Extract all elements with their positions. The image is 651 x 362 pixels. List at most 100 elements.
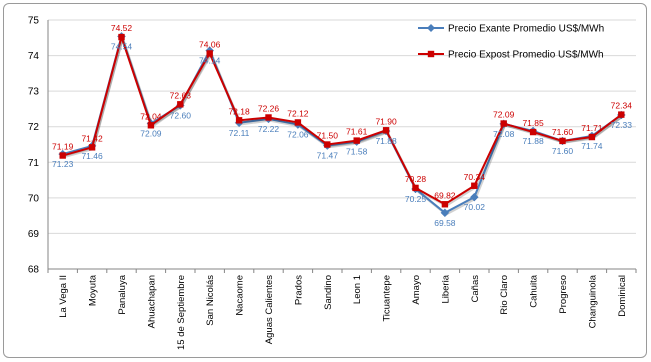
x-category-label: Ticuantepe [382,275,393,322]
x-category-label: Liberia [440,274,451,303]
data-label-expost: 72.18 [228,106,250,116]
square-marker [147,122,155,129]
data-label-exante: 72.08 [493,129,515,139]
data-label-exante: 72.06 [287,130,309,140]
data-label-expost: 74.06 [199,39,221,49]
data-label-expost: 74.52 [111,23,133,33]
square-marker [265,114,272,121]
data-label-exante: 71.23 [52,159,74,169]
data-label-exante: 71.88 [522,136,544,146]
data-label-expost: 71.60 [552,127,574,137]
series [58,32,626,218]
square-marker [441,201,449,208]
data-label-exante: 72.09 [140,129,162,139]
x-category-label: Ahuachapan [146,275,157,328]
square-marker [500,120,507,127]
x-category-label: Aguas Calientes [264,275,275,344]
x-category-label: Changuinola [587,274,598,328]
legend-square-marker [427,50,435,58]
square-marker [353,137,360,144]
square-marker [412,184,419,192]
x-category-label: Progreso [558,275,569,314]
square-marker [118,33,125,41]
data-label-expost: 72.04 [140,111,162,121]
square-marker [206,50,213,57]
square-marker [88,144,96,151]
data-label-exante: 71.46 [81,151,103,161]
data-label-expost: 72.26 [258,103,280,113]
data-label-expost: 71.90 [375,116,397,126]
y-tick-label: 69 [28,229,40,240]
x-category-label: Nacaome [235,275,246,316]
y-tick-label: 74 [28,51,40,62]
square-marker [559,137,566,145]
data-label-expost: 69.82 [434,190,456,200]
square-marker [294,119,302,126]
x-category-label: Moyuta [88,274,99,306]
y-tick-label: 72 [28,122,40,133]
data-label-expost: 70.34 [464,172,486,182]
y-tick-label: 70 [28,193,40,204]
x-category-label: 15 de Septiembre [176,275,187,350]
y-tick-label: 75 [28,16,40,27]
square-marker [235,117,243,124]
x-category-label: Prados [293,275,304,305]
y-tick-label: 71 [28,158,40,169]
chart-frame [3,3,647,358]
data-label-expost: 72.63 [170,90,192,100]
x-category-label: Dominical [617,275,628,317]
legend: Precio Exante Promedio US$/MWh Precio Exp… [418,24,604,61]
x-category-label: Leon 1 [352,275,363,304]
square-marker [177,101,184,108]
diamond-marker [440,208,450,218]
data-label-exante: 74.54 [111,41,133,51]
data-label-exante: 71.60 [552,146,574,156]
data-label-exante: 74.14 [199,56,221,66]
series-line [62,33,622,206]
data-label-exante: 72.33 [611,120,633,130]
square-marker [324,141,331,148]
x-category-label: Panaluya [117,274,128,314]
y-tick-label: 73 [28,87,40,98]
axes: 68 69 70 71 72 73 74 75 La Vega II Moyuta Panaluya… [28,16,637,350]
data-label-expost: 71.50 [317,131,339,141]
x-category-label: San Nicolás [205,275,216,326]
data-label-exante: 69.58 [434,218,456,228]
data-label-exante: 71.47 [317,151,339,161]
x-category-label: La Vega II [58,275,69,318]
data-label-expost: 72.12 [287,108,309,118]
square-marker [471,182,478,189]
data-label-exante: 72.60 [170,110,192,120]
x-category-label: Rio Claro [499,275,510,315]
square-marker [618,111,625,118]
data-label-exante: 71.74 [581,141,603,151]
data-label-exante: 71.58 [346,147,368,157]
x-category-label: Cañas [470,275,481,303]
data-label-expost: 71.71 [581,123,603,133]
y-tick-label: 68 [28,265,40,276]
square-marker [59,152,66,159]
legend-label: Precio Expost Promedio US$/MWh [448,50,604,61]
x-category-label: Sandino [323,275,334,310]
data-label-exante: 70.02 [464,202,486,212]
square-marker [529,128,537,136]
data-label-expost: 72.34 [611,101,633,111]
diamond-marker [469,192,479,202]
data-label-expost: 71.61 [346,127,368,137]
legend-diamond-marker [427,24,435,32]
data-label-expost: 72.09 [493,110,515,120]
data-label-expost: 71.85 [522,118,544,128]
data-label-exante: 72.22 [258,124,280,134]
data-label-expost: 71.19 [52,142,74,152]
legend-label: Precio Exante Promedio US$/MWh [448,24,604,35]
x-category-label: Amayo [411,275,422,305]
x-category-label: Cahuita [529,274,540,307]
data-label-exante: 71.88 [375,136,397,146]
data-label-expost: 71.42 [81,133,103,143]
series-line-shadow [63,34,624,208]
data-label-exante: 70.25 [405,194,427,204]
data-labels: 71.23 71.46 74.54 72.09 72.60 74.14 72.11 72.22… [52,23,632,228]
square-marker [588,133,596,141]
data-label-exante: 72.11 [229,128,250,138]
